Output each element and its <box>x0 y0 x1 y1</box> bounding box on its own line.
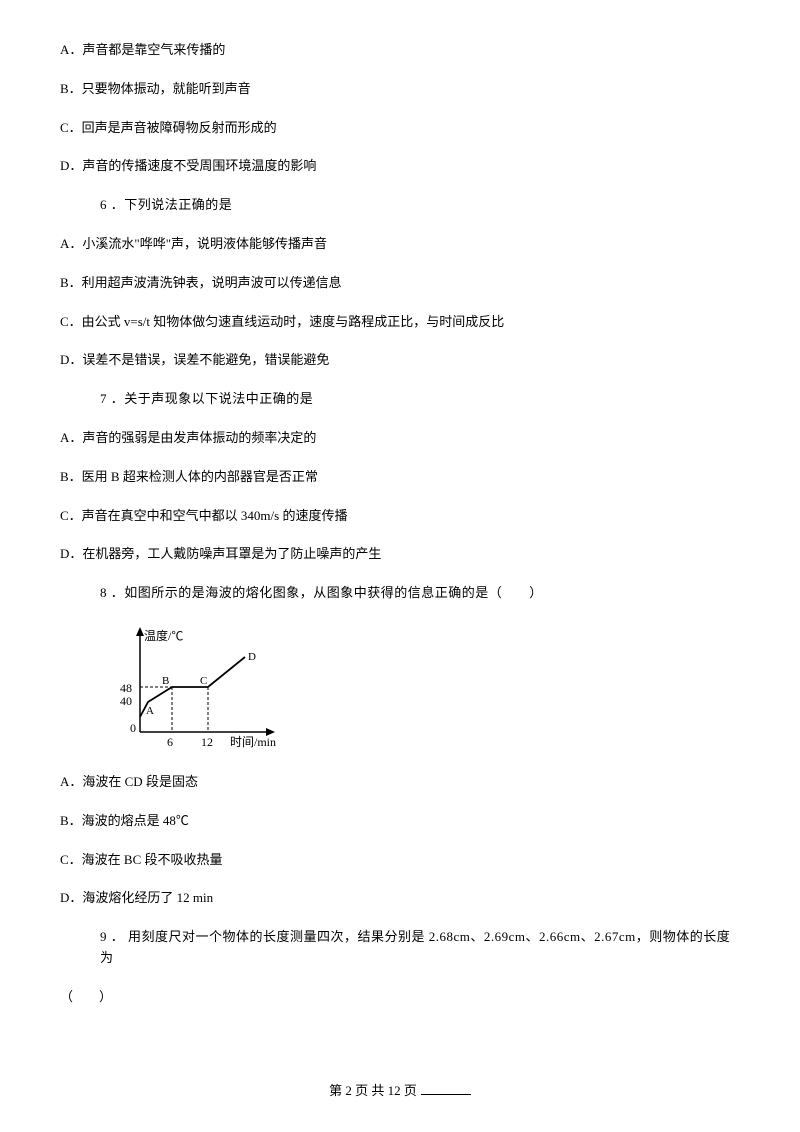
footer-underline <box>421 1094 471 1095</box>
q6-stem: 6 ．下列说法正确的是 <box>100 195 740 216</box>
svg-text:12: 12 <box>201 735 213 749</box>
q7-stem: 7 ．关于声现象以下说法中正确的是 <box>100 389 740 410</box>
svg-text:D: D <box>248 651 256 663</box>
q5-option-b: B．只要物体振动，就能听到声音 <box>60 79 740 100</box>
svg-text:40: 40 <box>120 694 132 708</box>
q5-option-a: A．声音都是靠空气来传播的 <box>60 40 740 61</box>
q6-option-d: D．误差不是错误，误差不能避免，错误能避免 <box>60 350 740 371</box>
q6-option-a: A．小溪流水"哗哗"声，说明液体能够传播声音 <box>60 234 740 255</box>
footer-text: 第 2 页 共 12 页 <box>329 1083 417 1098</box>
q8-chart: 温度/℃ 时间/min 48 40 0 6 12 A B C D <box>100 622 300 752</box>
q6-option-b: B．利用超声波清洗钟表，说明声波可以传递信息 <box>60 273 740 294</box>
q6-option-c: C．由公式 v=s/t 知物体做匀速直线运动时，速度与路程成正比，与时间成反比 <box>60 312 740 333</box>
q9-paren: （ ） <box>60 987 740 1008</box>
q7-option-c: C．声音在真空中和空气中都以 340m/s 的速度传播 <box>60 506 740 527</box>
q8-option-b: B．海波的熔点是 48℃ <box>60 811 740 832</box>
svg-text:B: B <box>162 675 169 687</box>
q8-option-c: C．海波在 BC 段不吸收热量 <box>60 850 740 871</box>
q8-option-d: D．海波熔化经历了 12 min <box>60 888 740 909</box>
q9-stem: 9 ． 用刻度尺对一个物体的长度测量四次，结果分别是 2.68cm、2.69cm… <box>100 927 740 969</box>
q8-option-a: A．海波在 CD 段是固态 <box>60 772 740 793</box>
q5-option-c: C．回声是声音被障碍物反射而形成的 <box>60 118 740 139</box>
svg-text:A: A <box>146 705 154 717</box>
q7-option-d: D．在机器旁，工人戴防噪声耳罩是为了防止噪声的产生 <box>60 544 740 565</box>
svg-text:时间/min: 时间/min <box>230 735 276 749</box>
q7-option-b: B．医用 B 超来检测人体的内部器官是否正常 <box>60 467 740 488</box>
svg-text:6: 6 <box>167 735 173 749</box>
svg-text:0: 0 <box>130 721 136 735</box>
page-footer: 第 2 页 共 12 页 <box>0 1081 800 1102</box>
svg-text:C: C <box>200 675 207 687</box>
q7-option-a: A．声音的强弱是由发声体振动的频率决定的 <box>60 428 740 449</box>
q8-stem: 8 ．如图所示的是海波的熔化图象，从图象中获得的信息正确的是（ ） <box>100 583 740 604</box>
svg-text:温度/℃: 温度/℃ <box>144 628 183 643</box>
svg-text:48: 48 <box>120 681 132 695</box>
q5-option-d: D．声音的传播速度不受周围环境温度的影响 <box>60 156 740 177</box>
